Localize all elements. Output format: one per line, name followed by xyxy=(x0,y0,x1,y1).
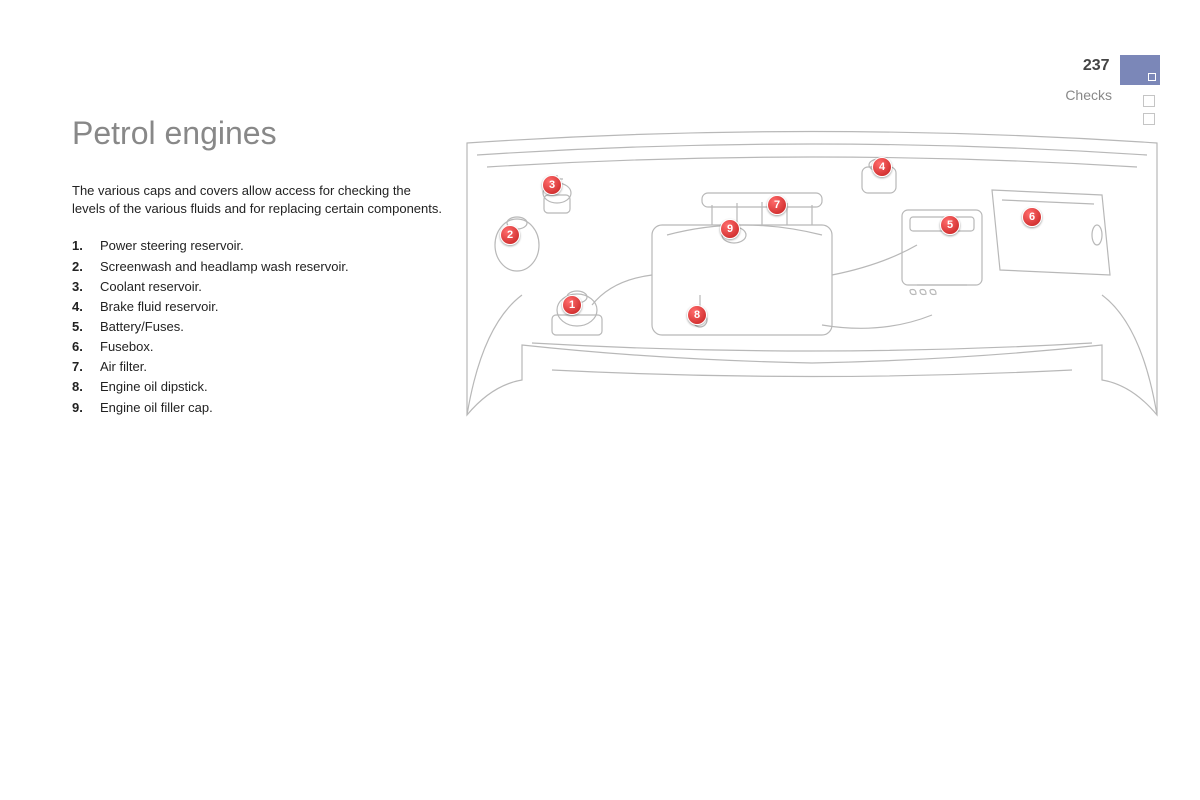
list-item: 5.Battery/Fuses. xyxy=(72,317,442,337)
indicator-square xyxy=(1143,95,1155,107)
engine-diagram xyxy=(462,115,1162,425)
list-item-label: Engine oil dipstick. xyxy=(100,377,208,397)
list-item: 4.Brake fluid reservoir. xyxy=(72,297,442,317)
list-item: 9.Engine oil filler cap. xyxy=(72,398,442,418)
list-item-number: 7. xyxy=(72,357,100,377)
list-item-number: 5. xyxy=(72,317,100,337)
list-item-number: 2. xyxy=(72,257,100,277)
list-item: 6.Fusebox. xyxy=(72,337,442,357)
intro-paragraph: The various caps and covers allow access… xyxy=(72,182,442,218)
diagram-marker-3: 3 xyxy=(542,175,562,195)
list-item-number: 1. xyxy=(72,236,100,256)
list-item-label: Air filter. xyxy=(100,357,147,377)
list-item-number: 9. xyxy=(72,398,100,418)
list-item-number: 4. xyxy=(72,297,100,317)
header-accent-block xyxy=(1120,55,1160,85)
diagram-marker-9: 9 xyxy=(720,219,740,239)
content-area: Petrol engines The various caps and cove… xyxy=(0,0,1200,430)
diagram-column: 1 2 3 4 5 6 7 8 9 xyxy=(462,115,1162,430)
list-item: 7.Air filter. xyxy=(72,357,442,377)
diagram-marker-2: 2 xyxy=(500,225,520,245)
list-item-number: 8. xyxy=(72,377,100,397)
diagram-marker-8: 8 xyxy=(687,305,707,325)
diagram-marker-7: 7 xyxy=(767,195,787,215)
list-item: 1.Power steering reservoir. xyxy=(72,236,442,256)
text-column: Petrol engines The various caps and cove… xyxy=(72,115,442,430)
list-item-label: Brake fluid reservoir. xyxy=(100,297,219,317)
list-item: 3.Coolant reservoir. xyxy=(72,277,442,297)
component-list: 1.Power steering reservoir.2.Screenwash … xyxy=(72,236,442,417)
page-number: 237 xyxy=(1083,57,1110,75)
diagram-marker-5: 5 xyxy=(940,215,960,235)
list-item-label: Power steering reservoir. xyxy=(100,236,244,256)
list-item-label: Screenwash and headlamp wash reservoir. xyxy=(100,257,349,277)
list-item: 8.Engine oil dipstick. xyxy=(72,377,442,397)
list-item-label: Battery/Fuses. xyxy=(100,317,184,337)
section-label: Checks xyxy=(1065,87,1112,103)
page-title: Petrol engines xyxy=(72,115,442,152)
list-item-label: Coolant reservoir. xyxy=(100,277,202,297)
list-item-number: 3. xyxy=(72,277,100,297)
list-item-label: Fusebox. xyxy=(100,337,153,357)
diagram-marker-6: 6 xyxy=(1022,207,1042,227)
list-item-number: 6. xyxy=(72,337,100,357)
list-item: 2.Screenwash and headlamp wash reservoir… xyxy=(72,257,442,277)
list-item-label: Engine oil filler cap. xyxy=(100,398,213,418)
diagram-marker-1: 1 xyxy=(562,295,582,315)
diagram-marker-4: 4 xyxy=(872,157,892,177)
